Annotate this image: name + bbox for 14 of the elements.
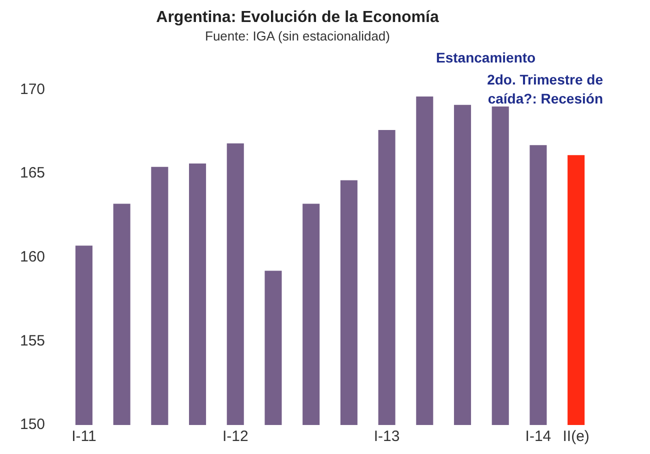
y-tick-label: 150 [20, 416, 46, 434]
chart-title: Argentina: Evolución de la Economía [156, 9, 439, 26]
y-tick-label: 165 [20, 164, 46, 182]
x-tick-label: I-14 [525, 428, 552, 446]
y-tick-label: 155 [20, 332, 46, 350]
x-tick-label: I-13 [374, 428, 400, 446]
x-tick-label: I-12 [222, 428, 248, 446]
text: Estancamiento [436, 50, 536, 66]
annotation: 2do. Trimestre de caída?: Recesión [487, 72, 604, 107]
chart-subtitle: Fuente: IGA (sin estacionalidad) [205, 28, 390, 44]
x-tick-label: II(e) [562, 428, 590, 446]
y-tick-label: 160 [20, 248, 46, 266]
y-tick-label: 170 [20, 80, 46, 98]
x-tick-label: I-11 [72, 428, 96, 446]
